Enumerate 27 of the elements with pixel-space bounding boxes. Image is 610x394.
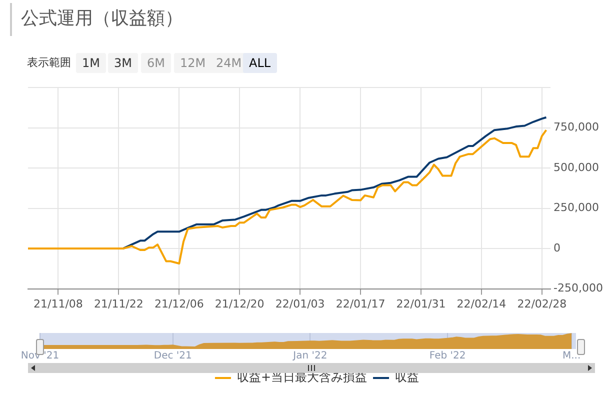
x-tick-label: 22/02/14 <box>456 297 506 310</box>
text: 表示範囲 <box>27 55 71 71</box>
y-tick-label: 750,000 <box>554 120 600 134</box>
text: ALL <box>243 53 277 73</box>
y-tick-label: 500,000 <box>554 160 600 174</box>
x-tick-label: M... <box>562 350 581 362</box>
x-tick-label: 22/01/17 <box>336 297 386 310</box>
x-tick-label: 21/12/06 <box>154 297 204 310</box>
x-tick-label: Nov '21 <box>20 350 60 362</box>
x-tick-label: Jan '22 <box>292 350 328 362</box>
x-tick-label: 22/02/28 <box>517 297 567 310</box>
y-tick-label: 0 <box>554 241 561 254</box>
x-tick-label: 21/11/08 <box>34 297 83 310</box>
x-tick-label: Feb '22 <box>429 350 466 362</box>
x-tick-label: 22/01/31 <box>396 297 446 310</box>
text: 1M <box>76 53 106 73</box>
y-tick-label: -250,000 <box>554 282 604 295</box>
y-tick-label: 250,000 <box>554 201 600 214</box>
text: 3M <box>108 53 138 73</box>
x-tick-label: 22/01/03 <box>275 297 325 310</box>
x-tick-label: 21/12/20 <box>214 297 264 310</box>
x-tick-label: 21/11/22 <box>94 297 144 310</box>
text: 12M <box>174 53 212 73</box>
text: 24M <box>210 53 248 73</box>
text: 6M <box>141 53 171 73</box>
x-tick-label: Dec '21 <box>154 350 192 362</box>
chart-title: 公式運用（収益額） <box>21 7 183 30</box>
